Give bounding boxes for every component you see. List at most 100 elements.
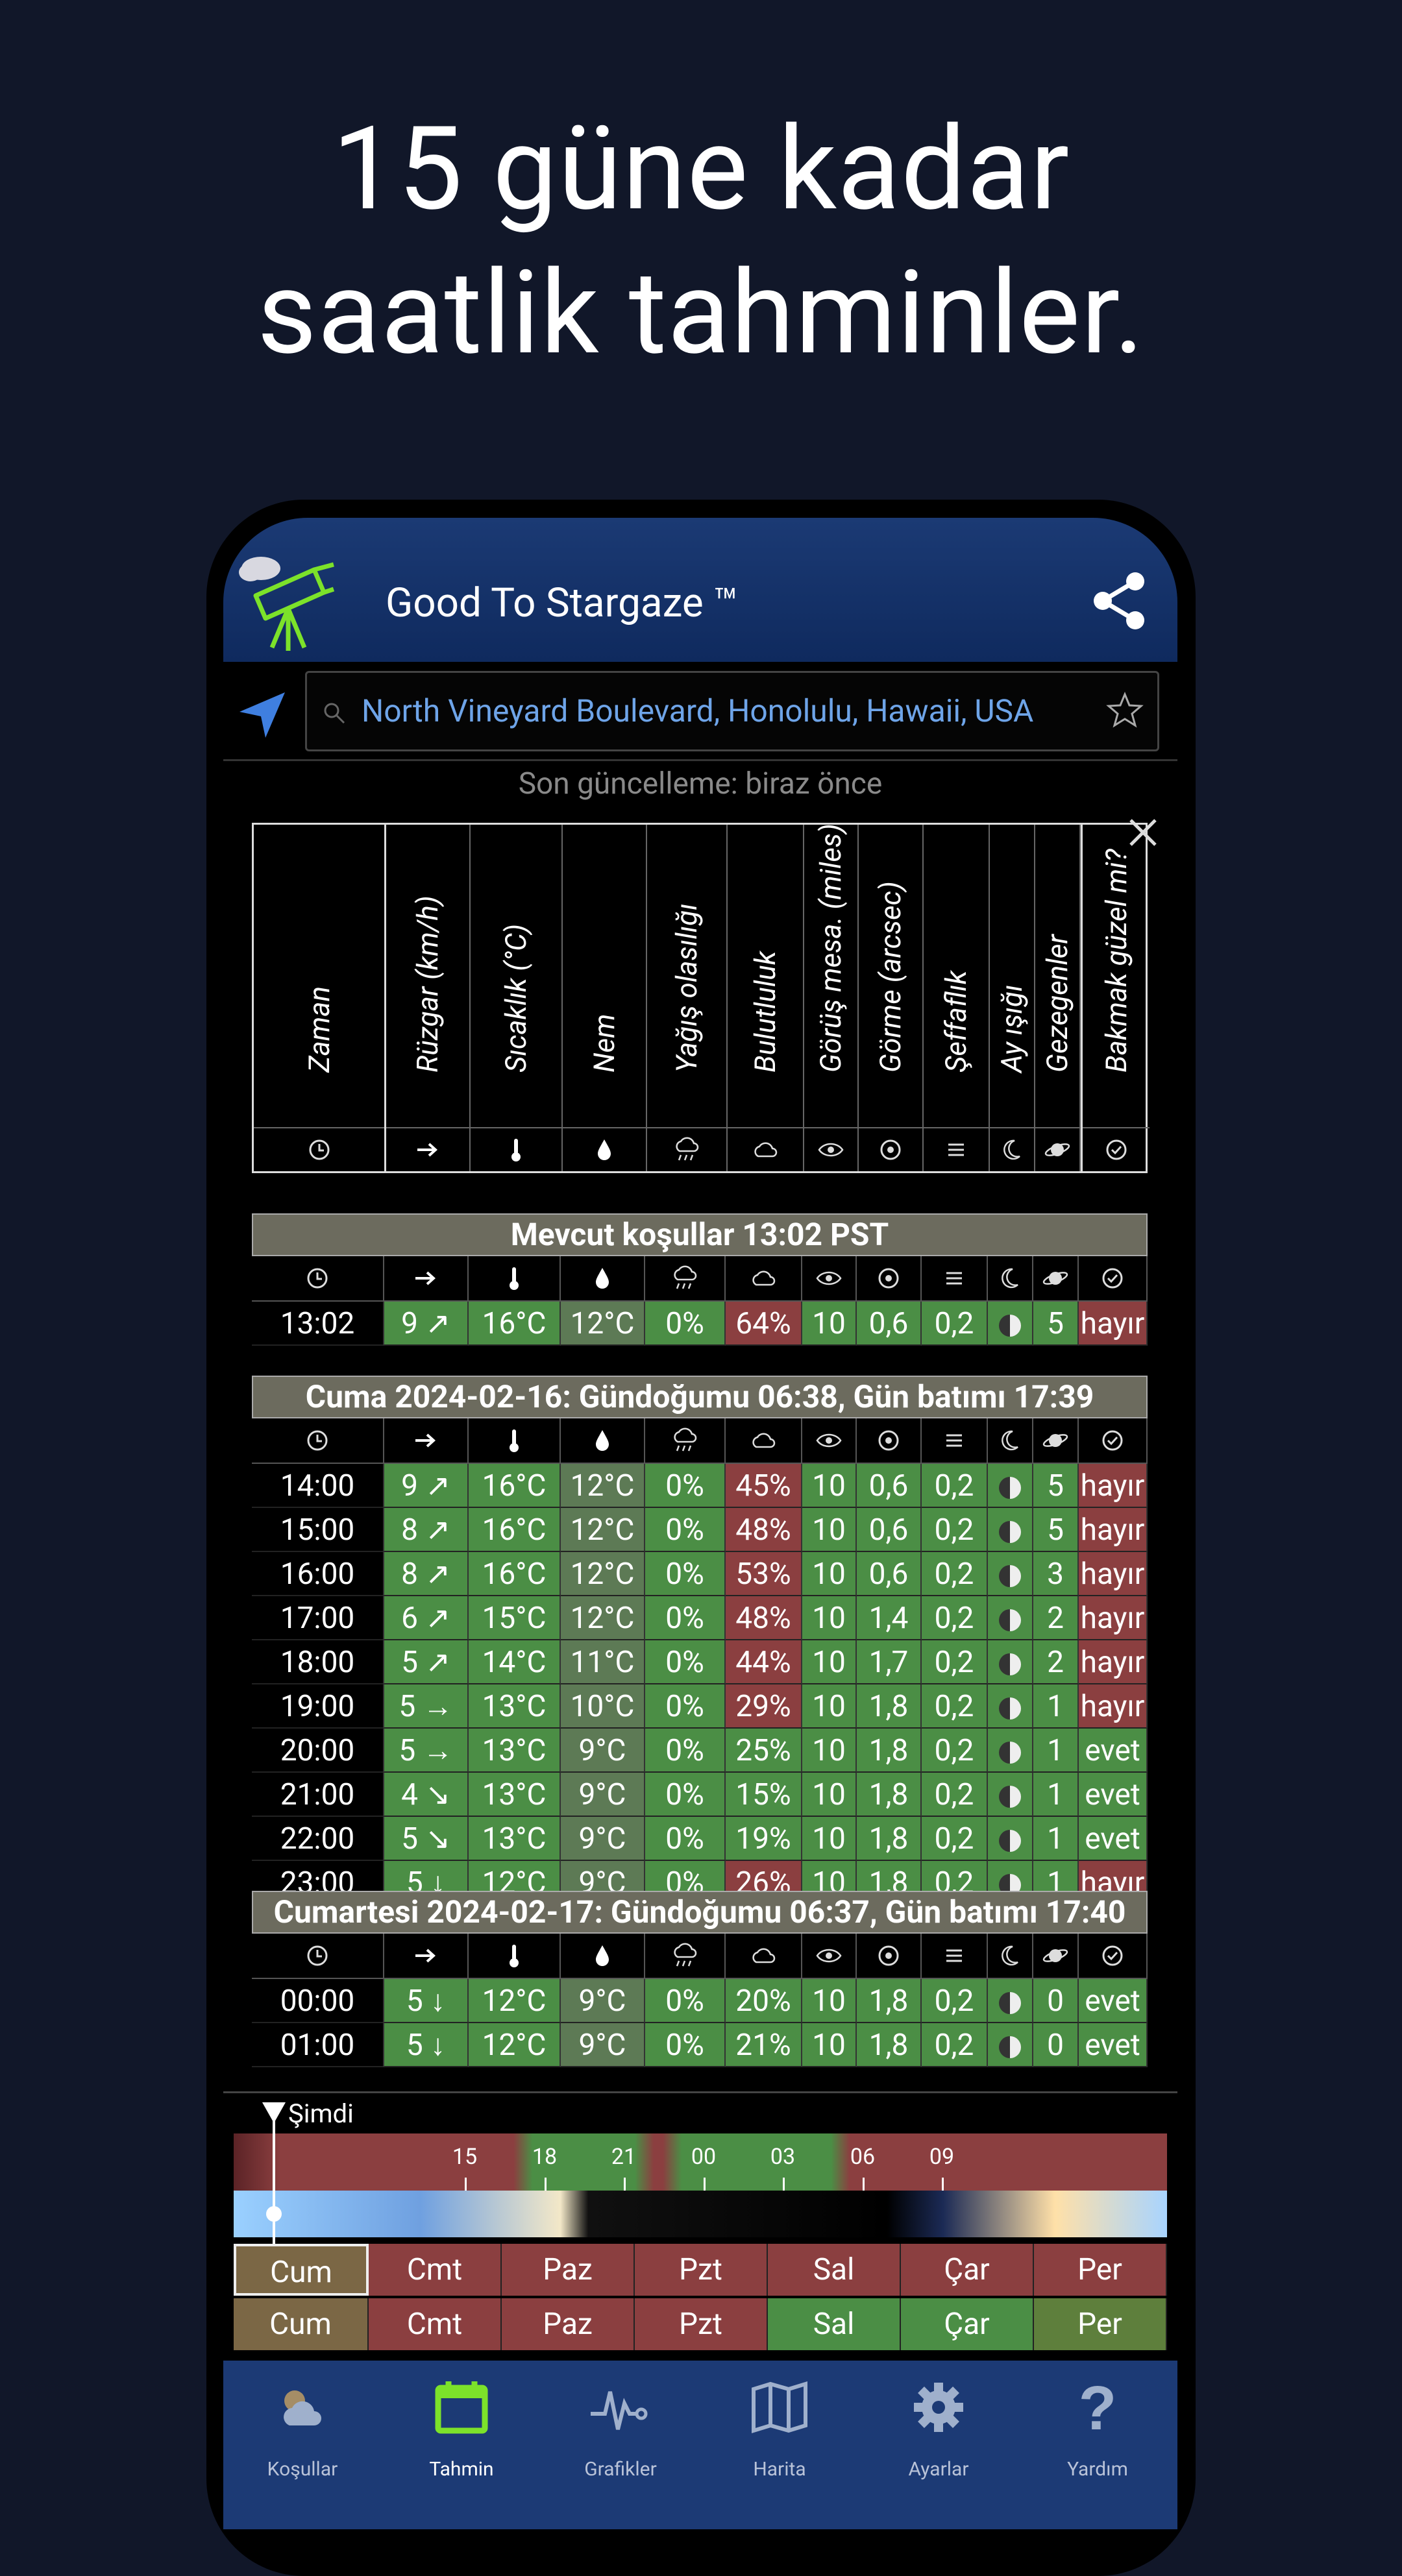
- table-row[interactable]: 18:00 5 ↗ 14°C 11°C 0% 44% 10 1,7 0,2 2 hayır: [252, 1640, 1148, 1684]
- now-marker-icon: [262, 2102, 286, 2123]
- transparency-lines-icon: [922, 1418, 988, 1463]
- precip-cell: 0%: [645, 1640, 726, 1684]
- day-tab[interactable]: Per: [1034, 2298, 1167, 2350]
- transparency-lines-icon: [924, 1127, 989, 1171]
- precip-cell: 0%: [645, 1464, 726, 1508]
- day-tab[interactable]: Paz: [502, 2298, 635, 2350]
- verdict-cell: evet: [1079, 1979, 1148, 2023]
- moon-icon: [988, 1934, 1033, 1978]
- verdict-cell: evet: [1079, 1729, 1148, 1773]
- favorite-star-icon[interactable]: [1105, 691, 1144, 730]
- wind-cell: 8 ↗: [384, 1552, 469, 1596]
- visibility-cell: 10: [802, 1817, 857, 1861]
- share-icon[interactable]: [1087, 568, 1151, 633]
- search-icon: [324, 703, 345, 724]
- planets-cell: 1: [1033, 1817, 1079, 1861]
- column-header-label: Rüzgar (km/h): [411, 895, 445, 1073]
- table-row[interactable]: 16:00 8 ↗ 16°C 12°C 0% 53% 10 0,6 0,2 3 hayır: [252, 1552, 1148, 1596]
- timeline-tick-label: 00: [691, 2144, 717, 2170]
- moon-phase-icon: [999, 1741, 1021, 1764]
- nav-item-4[interactable]: Harita: [700, 2361, 859, 2529]
- moon-phase-icon: [999, 1653, 1021, 1675]
- nav-label: Grafikler: [584, 2458, 657, 2481]
- telescope-logo-icon: [239, 557, 335, 651]
- day-tab[interactable]: Cmt: [369, 2298, 502, 2350]
- planets-cell: 1: [1033, 1729, 1079, 1773]
- day-tab[interactable]: Cum: [234, 2298, 369, 2350]
- temperature-cell: 12°C: [469, 2023, 561, 2067]
- day-tab[interactable]: Per: [1034, 2244, 1167, 2296]
- table-row[interactable]: 17:00 6 ↗ 15°C 12°C 0% 48% 10 1,4 0,2 2 hayır: [252, 1596, 1148, 1640]
- day-tab[interactable]: Cmt: [369, 2244, 502, 2296]
- seeing-cell: 0,6: [857, 1508, 922, 1552]
- seeing-cell: 0,6: [857, 1302, 922, 1346]
- moon-phase-icon: [999, 1829, 1021, 1852]
- wind-arrow-icon: [386, 1127, 469, 1171]
- close-icon[interactable]: [1125, 815, 1161, 850]
- location-arrow-icon[interactable]: [236, 689, 288, 741]
- transparency-cell: 0,2: [922, 1552, 988, 1596]
- transparency-cell: 0,2: [922, 2023, 988, 2067]
- column-header: Gezegenler: [1035, 825, 1081, 1171]
- day-tab[interactable]: Sal: [768, 2244, 901, 2296]
- timeline-tick-label: 06: [850, 2144, 876, 2170]
- clock-icon: [254, 1127, 384, 1171]
- cloud-cell: 29%: [726, 1684, 802, 1729]
- column-header: Şeffaflık: [924, 825, 990, 1171]
- time-cell: 21:00: [252, 1773, 384, 1817]
- dew-cell: 12°C: [561, 1508, 645, 1552]
- temperature-cell: 16°C: [469, 1302, 561, 1346]
- table-row[interactable]: 21:00 4 ↘ 13°C 9°C 0% 15% 10 1,8 0,2 1 evet: [252, 1773, 1148, 1817]
- table-row[interactable]: 15:00 8 ↗ 16°C 12°C 0% 48% 10 0,6 0,2 5 hayır: [252, 1508, 1148, 1552]
- seeing-target-icon: [857, 1934, 922, 1978]
- dew-cell: 9°C: [561, 1729, 645, 1773]
- thermometer-icon: [471, 1127, 561, 1171]
- table-row[interactable]: 14:00 9 ↗ 16°C 12°C 0% 45% 10 0,6 0,2 5 hayır: [252, 1464, 1148, 1508]
- visibility-cell: 10: [802, 1464, 857, 1508]
- moon-cell: [988, 1508, 1033, 1552]
- column-header: Görüş mesa. (miles): [804, 823, 859, 1171]
- table-row[interactable]: 00:00 5 ↓ 12°C 9°C 0% 20% 10 1,8 0,2 0 evet: [252, 1979, 1148, 2023]
- day-forecast-section: Cumartesi 2024-02-17: Gündoğumu 06:37, G…: [252, 1891, 1148, 2067]
- day-tab[interactable]: Pzt: [635, 2298, 768, 2350]
- thermometer-icon: [469, 1934, 561, 1978]
- table-row[interactable]: 19:00 5 → 13°C 10°C 0% 29% 10 1,8 0,2 1 hayır: [252, 1684, 1148, 1729]
- day-tab[interactable]: Çar: [901, 2298, 1034, 2350]
- nav-item-3[interactable]: Grafikler: [541, 2361, 700, 2529]
- cloud-cell: 48%: [726, 1508, 802, 1552]
- table-row[interactable]: 13:02 9 ↗ 16°C 12°C 0% 64% 10 0,6 0,2 5 hayır: [252, 1302, 1148, 1346]
- verdict-cell: evet: [1079, 1773, 1148, 1817]
- dew-cell: 9°C: [561, 1979, 645, 2023]
- table-row[interactable]: 22:00 5 ↘ 13°C 9°C 0% 19% 10 1,8 0,2 1 evet: [252, 1817, 1148, 1861]
- time-cell: 16:00: [252, 1552, 384, 1596]
- nav-item-1[interactable]: Koşullar: [223, 2361, 382, 2529]
- timeline-tick-label: 03: [770, 2144, 796, 2170]
- cloud-cell: 45%: [726, 1464, 802, 1508]
- cloud-cell: 20%: [726, 1979, 802, 2023]
- day-tab[interactable]: Paz: [502, 2244, 635, 2296]
- timeline-tick-mark: [704, 2178, 706, 2191]
- visibility-cell: 10: [802, 2023, 857, 2067]
- precip-cell: 0%: [645, 1302, 726, 1346]
- nav-item-2[interactable]: Tahmin: [382, 2361, 541, 2529]
- timeline-rating-bar[interactable]: [234, 2133, 1167, 2191]
- nav-label: Yardım: [1067, 2458, 1128, 2481]
- table-row[interactable]: 20:00 5 → 13°C 9°C 0% 25% 10 1,8 0,2 1 evet: [252, 1729, 1148, 1773]
- table-row[interactable]: 01:00 5 ↓ 12°C 9°C 0% 21% 10 1,8 0,2 0 evet: [252, 2023, 1148, 2067]
- day-tab[interactable]: Çar: [901, 2244, 1034, 2296]
- nav-item-5[interactable]: Ayarlar: [859, 2361, 1018, 2529]
- day-tab[interactable]: Cum: [234, 2244, 369, 2296]
- dew-cell: 12°C: [561, 1464, 645, 1508]
- humidity-drop-icon: [561, 1256, 645, 1300]
- pulse-icon: [588, 2375, 653, 2440]
- wind-cell: 9 ↗: [384, 1464, 469, 1508]
- day-tab[interactable]: Sal: [768, 2298, 901, 2350]
- forecast-scroll[interactable]: Zaman Rüzgar (km/h) Sıcaklık (°C) Nem Yağış …: [223, 803, 1177, 2091]
- planets-cell: 2: [1033, 1640, 1079, 1684]
- now-marker-line[interactable]: [273, 2119, 275, 2249]
- search-input[interactable]: North Vineyard Boulevard, Honolulu, Hawa…: [305, 671, 1159, 751]
- nav-item-6[interactable]: ? Yardım: [1018, 2361, 1177, 2529]
- section-title: Mevcut koşullar 13:02 PST: [252, 1213, 1148, 1256]
- planets-cell: 3: [1033, 1552, 1079, 1596]
- day-tab[interactable]: Pzt: [635, 2244, 768, 2296]
